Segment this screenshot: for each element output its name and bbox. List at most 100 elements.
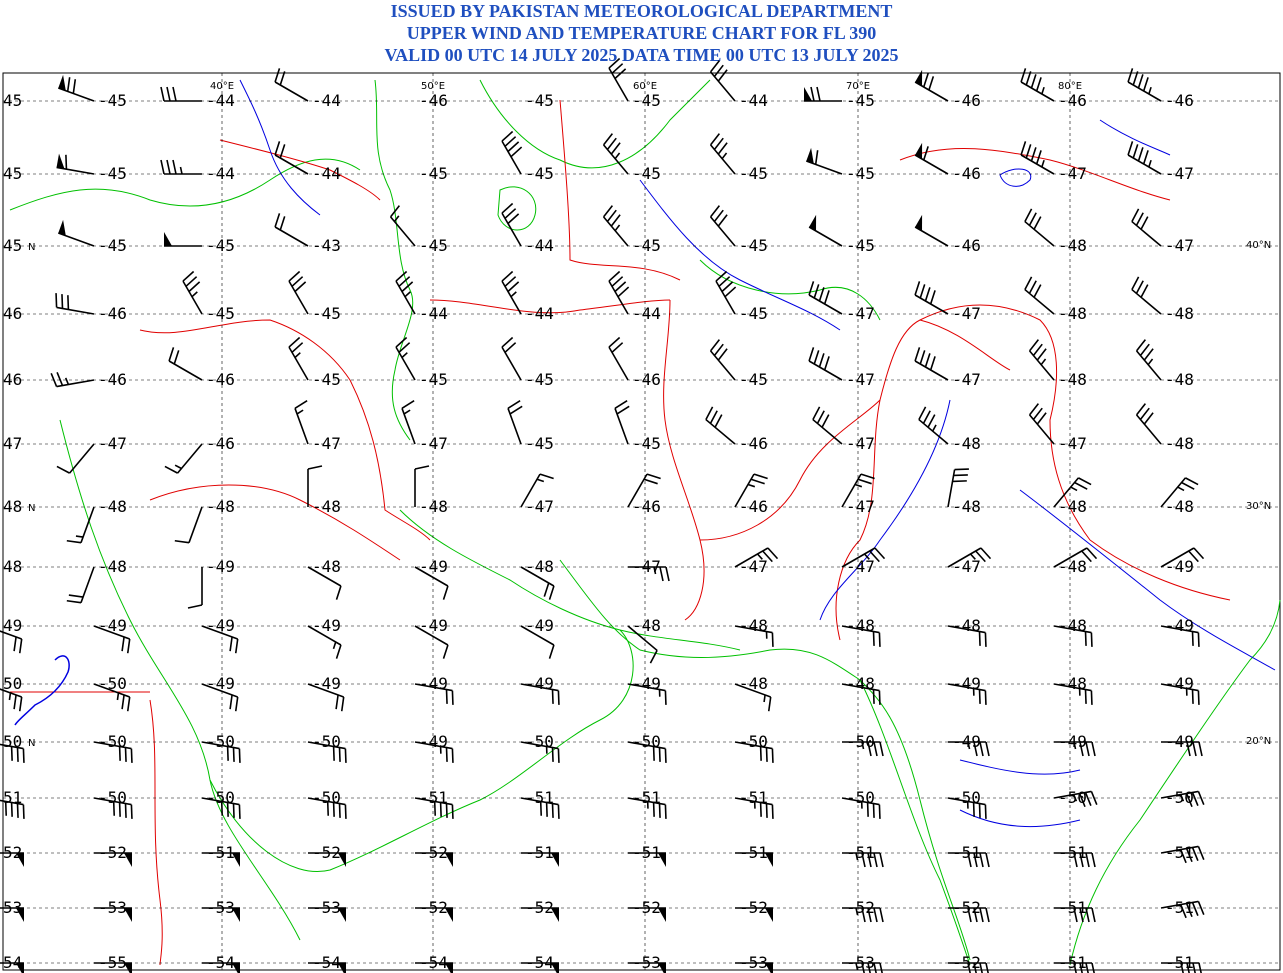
wind-barb	[914, 214, 949, 247]
temperature-value: -51	[525, 788, 554, 807]
temperature-value: -49	[312, 616, 341, 635]
temperature-value: -44	[419, 304, 448, 323]
temperature-value: -51	[1058, 843, 1087, 862]
wind-barb	[948, 741, 990, 757]
latitude-label: 20°N	[1246, 736, 1271, 747]
wind-barb	[415, 907, 453, 922]
wind-barb	[734, 625, 774, 647]
temperature-value: -49	[952, 674, 981, 693]
temperature-value: -47	[1058, 164, 1087, 183]
wind-barb	[174, 506, 203, 544]
temperature-value: -44	[206, 164, 235, 183]
wind-barb	[93, 625, 131, 654]
wind-barb	[414, 625, 449, 659]
wind-barb	[164, 443, 203, 474]
temperature-value: -46	[98, 304, 127, 323]
temperature-value: -53	[98, 898, 127, 917]
wind-barb	[628, 852, 666, 867]
temperature-value: -45	[206, 304, 235, 323]
wind-barb	[415, 852, 453, 867]
lake-van	[14, 655, 70, 726]
temperature-value: -45	[98, 164, 127, 183]
wind-barb	[709, 133, 736, 175]
wind-barb	[1028, 339, 1055, 381]
temperature-value: -46	[952, 236, 981, 255]
temperature-value: -47	[846, 434, 875, 453]
temperature-value: -47	[98, 434, 127, 453]
temperature-value: -48	[98, 497, 127, 516]
temperature-value: -51	[1058, 953, 1087, 972]
wind-barb	[307, 465, 323, 507]
temperature-value: -49	[206, 616, 235, 635]
wind-barb	[520, 797, 560, 819]
temperature-value: -54	[312, 953, 341, 972]
temperature-value: -51	[525, 843, 554, 862]
temperature-value: -52	[98, 843, 127, 862]
lake-balkhash	[999, 168, 1032, 187]
wind-barb	[501, 202, 522, 247]
wind-barb	[1160, 900, 1205, 919]
wind-barb	[307, 683, 345, 712]
temperature-value: -49	[206, 674, 235, 693]
temperature-value: -46	[419, 91, 448, 110]
temperature-value: -50	[98, 788, 127, 807]
longitude-label: 80°E	[1058, 81, 1082, 92]
wind-barb	[414, 741, 454, 763]
temperature-value: -48	[1058, 616, 1087, 635]
temperature-value: 52	[3, 843, 22, 862]
wind-barb	[1024, 276, 1055, 315]
wind-barb	[187, 567, 203, 609]
temperature-value: -51	[1165, 898, 1194, 917]
temperature-value: -46	[1165, 91, 1194, 110]
wind-barb	[414, 683, 454, 705]
wind-barb	[274, 213, 309, 247]
temperature-value: -47	[632, 557, 661, 576]
wind-barb	[202, 907, 240, 922]
wind-barb	[947, 797, 987, 819]
wind-barb	[1053, 477, 1092, 508]
wind-barb	[56, 443, 95, 474]
wind-barb	[501, 270, 522, 315]
temperature-value: -47	[739, 557, 768, 576]
latitude-labels: 40°N 30°N 20°N N N N	[28, 240, 1271, 749]
temperature-value: -50	[98, 674, 127, 693]
river-amu-darya	[639, 179, 841, 331]
wind-barb	[1135, 403, 1162, 445]
temperature-value: -49	[419, 616, 448, 635]
longitude-labels: 40°E 50°E 60°E 70°E 80°E	[210, 81, 1082, 92]
wind-barb	[201, 683, 239, 712]
longitude-label: 50°E	[421, 81, 445, 92]
temperature-value: -50	[206, 788, 235, 807]
temperature-value: -50	[1058, 788, 1087, 807]
wind-barb	[164, 232, 202, 247]
wind-barb	[201, 741, 241, 763]
temperature-value: -48	[98, 557, 127, 576]
wind-barb	[307, 797, 347, 819]
wind-barb	[0, 852, 24, 867]
wind-barb	[401, 400, 416, 445]
temperature-value: -44	[525, 304, 554, 323]
coastline-india-east	[1069, 599, 1281, 966]
temperature-value: 48	[3, 497, 22, 516]
wind-barb	[709, 60, 736, 102]
wind-barb	[1053, 790, 1098, 808]
wind-barb	[1161, 741, 1203, 757]
temperature-value: -54	[419, 953, 448, 972]
wind-barb	[1160, 625, 1200, 647]
wind-barb	[947, 625, 987, 647]
wind-barb	[0, 907, 24, 922]
temperature-value: -46	[952, 164, 981, 183]
wind-barb	[308, 962, 346, 973]
wind-barb	[294, 400, 309, 445]
wind-barb	[0, 962, 24, 973]
wind-barb	[735, 852, 773, 867]
temperature-value: -45	[739, 370, 768, 389]
header-line-issuer: ISSUED BY PAKISTAN METEOROLOGICAL DEPART…	[390, 1, 893, 21]
border-uzbek	[559, 99, 681, 281]
wind-barb	[160, 159, 202, 175]
wind-barb	[1024, 208, 1055, 247]
temperature-value: -53	[206, 898, 235, 917]
temperature-value: -47	[952, 304, 981, 323]
wind-barb	[709, 205, 736, 247]
